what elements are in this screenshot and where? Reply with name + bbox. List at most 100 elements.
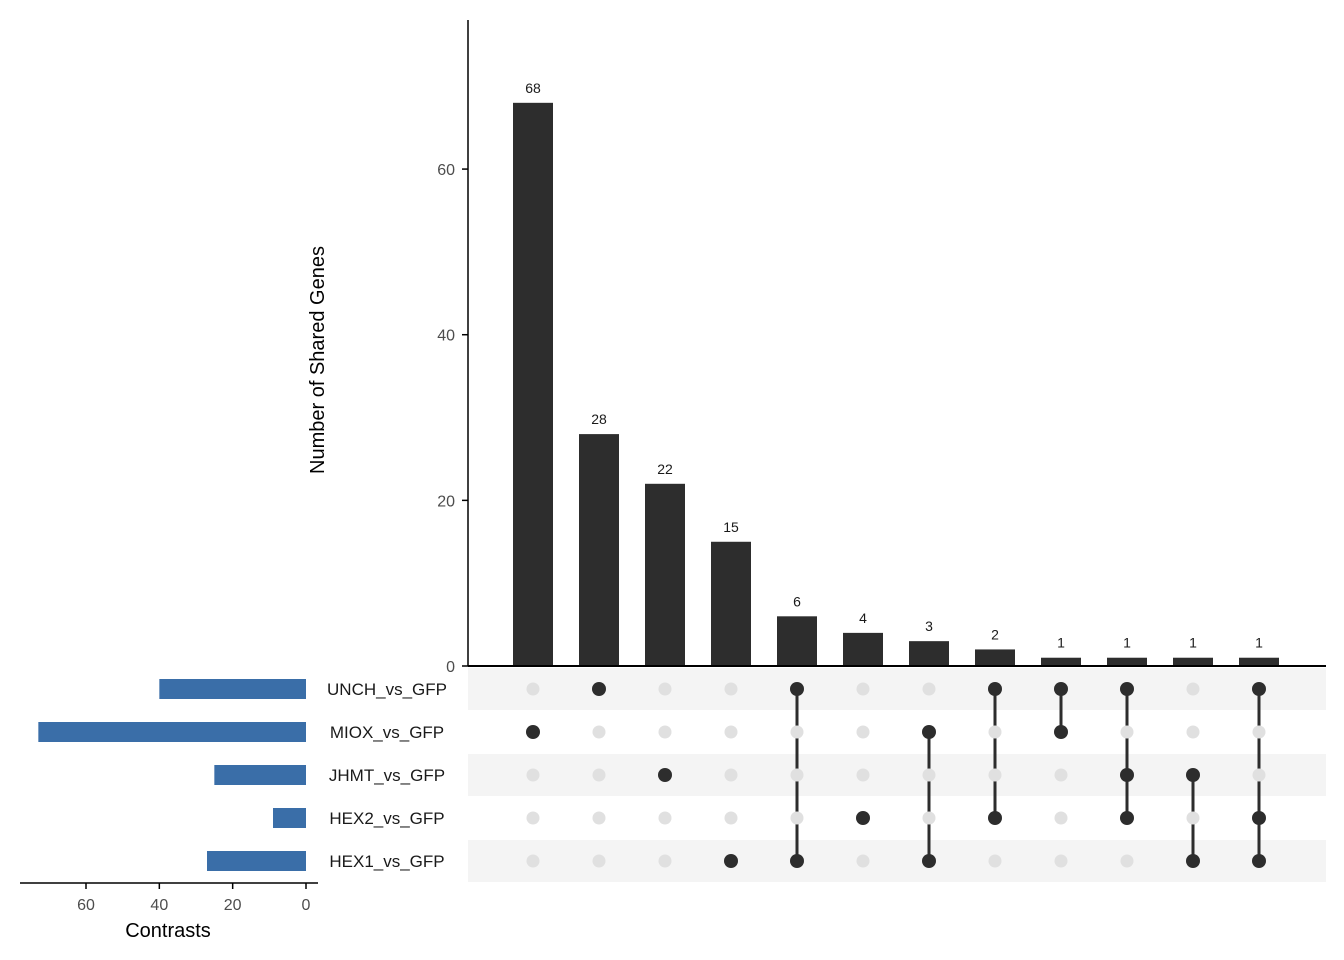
matrix-dot-active (526, 725, 540, 739)
set-size-tick-group: 0 20 40 60 (77, 883, 311, 914)
y-tick-label: 0 (446, 659, 455, 676)
matrix-dot-inactive (790, 811, 804, 825)
intersection-bar (1239, 657, 1279, 666)
x-tick-label: 20 (224, 897, 242, 914)
bar-value-label: 68 (525, 80, 541, 96)
intersection-bar (1173, 657, 1213, 666)
matrix-dot-active (1054, 682, 1068, 696)
set-label: HEX1_vs_GFP (329, 852, 444, 871)
matrix-dot-inactive (856, 768, 870, 782)
matrix-dot-inactive (922, 768, 936, 782)
matrix-dot-inactive (1186, 725, 1200, 739)
matrix-dot-inactive (592, 768, 606, 782)
set-label: UNCH_vs_GFP (327, 680, 447, 699)
intersection-bar (711, 541, 751, 666)
matrix-dot-inactive (988, 854, 1002, 868)
intersection-bar (777, 616, 817, 666)
matrix-dot-inactive (790, 768, 804, 782)
matrix-dot-active (790, 682, 804, 696)
y-tick-group: 0 20 40 60 (437, 162, 468, 676)
matrix-dot-inactive (526, 682, 540, 696)
set-size-bars (38, 679, 306, 871)
matrix-dot-inactive (1186, 811, 1200, 825)
intersection-bar (1107, 657, 1147, 666)
y-tick-label: 20 (437, 493, 455, 510)
set-label: MIOX_vs_GFP (330, 723, 444, 742)
bar-value-label: 4 (859, 610, 867, 626)
bar-value-label: 6 (793, 593, 801, 609)
matrix-dot-active (988, 682, 1002, 696)
matrix-row-stripe (468, 754, 1326, 796)
matrix-dot-active (856, 811, 870, 825)
matrix-dot-inactive (658, 725, 672, 739)
matrix-dot-inactive (988, 725, 1002, 739)
matrix-dot-inactive (1054, 854, 1068, 868)
matrix-dot-active (1252, 811, 1266, 825)
bar-value-label: 22 (657, 461, 673, 477)
bar-value-label: 1 (1255, 635, 1263, 651)
matrix-row-stripes (468, 668, 1326, 882)
intersection-bar (843, 632, 883, 666)
matrix-dot-inactive (724, 725, 738, 739)
matrix-dot-active (922, 725, 936, 739)
matrix-dot-inactive (724, 682, 738, 696)
matrix-dot-active (1120, 811, 1134, 825)
set-size-bar (159, 679, 306, 699)
matrix-dot-inactive (724, 811, 738, 825)
matrix-dot-inactive (592, 725, 606, 739)
matrix-dots (526, 682, 1266, 868)
matrix-dot-inactive (856, 682, 870, 696)
matrix-dot-active (1054, 725, 1068, 739)
bar-value-label: 1 (1123, 635, 1131, 651)
set-label: JHMT_vs_GFP (329, 766, 445, 785)
y-tick-label: 40 (437, 328, 455, 345)
x-tick-label: 40 (150, 897, 168, 914)
intersection-bar (513, 102, 553, 667)
intersection-bars (513, 102, 1279, 667)
bar-value-label: 15 (723, 519, 739, 535)
matrix-dot-inactive (1120, 854, 1134, 868)
matrix-dot-inactive (526, 768, 540, 782)
matrix-dot-inactive (658, 811, 672, 825)
set-size-axis-title: Contrasts (125, 920, 211, 942)
matrix-dot-inactive (526, 811, 540, 825)
matrix-dot-active (988, 811, 1002, 825)
matrix-dot-inactive (1252, 768, 1266, 782)
set-size-bar (207, 851, 306, 871)
matrix-dot-inactive (1054, 768, 1068, 782)
matrix-dot-inactive (922, 682, 936, 696)
matrix-dot-active (1186, 768, 1200, 782)
matrix-dot-inactive (1186, 682, 1200, 696)
matrix-dot-active (1120, 768, 1134, 782)
matrix-dot-inactive (922, 811, 936, 825)
intersection-bar-labels: 68 28 22 15 6 4 3 2 1 1 1 1 (525, 80, 1263, 651)
set-labels: UNCH_vs_GFP MIOX_vs_GFP JHMT_vs_GFP HEX2_vs… (327, 680, 447, 871)
bar-value-label: 2 (991, 626, 999, 642)
matrix-dot-inactive (592, 811, 606, 825)
set-size-bar (273, 808, 306, 828)
bar-value-label: 3 (925, 618, 933, 634)
matrix-dot-inactive (1054, 811, 1068, 825)
matrix-dot-active (724, 854, 738, 868)
intersection-bar (975, 649, 1015, 666)
bar-value-label: 28 (591, 411, 607, 427)
matrix-dot-active (922, 854, 936, 868)
intersection-y-axis (467, 20, 1326, 667)
intersection-bar (645, 483, 685, 666)
matrix-dot-inactive (856, 854, 870, 868)
x-tick-label: 0 (302, 897, 311, 914)
intersection-bar (909, 641, 949, 666)
matrix-dot-active (1252, 854, 1266, 868)
matrix-dot-inactive (790, 725, 804, 739)
matrix-dot-active (658, 768, 672, 782)
set-label: HEX2_vs_GFP (329, 809, 444, 828)
intersection-bar (579, 434, 619, 666)
matrix-dot-inactive (1120, 725, 1134, 739)
matrix-dot-inactive (724, 768, 738, 782)
matrix-dot-inactive (1252, 725, 1266, 739)
y-axis-title: Number of Shared Genes (307, 246, 329, 474)
matrix-dot-inactive (856, 725, 870, 739)
intersection-bar (1041, 657, 1081, 666)
set-size-bar (38, 722, 306, 742)
